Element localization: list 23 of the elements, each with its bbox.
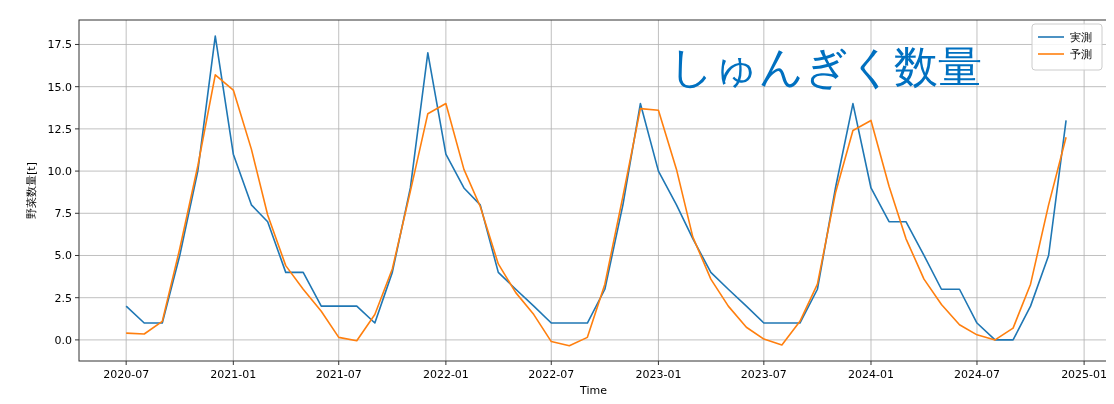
- x-tick-label: 2022-01: [422, 368, 469, 381]
- x-axis-title: Time: [579, 384, 608, 397]
- legend-label: 予測: [1070, 48, 1092, 61]
- x-tick-label: 2023-07: [740, 368, 787, 381]
- y-tick-label: 0.0: [54, 333, 72, 347]
- x-tick-label: 2024-07: [953, 368, 1000, 381]
- y-tick-label: 10.0: [47, 165, 72, 179]
- y-tick-label: 17.5: [47, 38, 72, 52]
- y-tick-label: 7.5: [54, 207, 72, 221]
- x-tick-label: 2024-01: [848, 368, 894, 381]
- x-tick-label: 2022-07: [528, 368, 575, 381]
- y-tick-label: 5.0: [54, 249, 72, 263]
- x-tick-label: 2021-01: [210, 368, 257, 381]
- text: しゅんぎく数量: [669, 41, 982, 92]
- y-axis-title: 野菜数量[t]: [25, 162, 38, 219]
- x-tick-label: 2023-01: [635, 368, 682, 381]
- y-tick-label: 2.5: [54, 291, 72, 305]
- x-tick-label: 2020-07: [103, 368, 150, 381]
- legend-label: 実測: [1070, 31, 1092, 44]
- x-tick-label: 2025-01: [1061, 368, 1108, 381]
- x-tick-label: 2021-07: [315, 368, 362, 381]
- y-tick-label: 15.0: [47, 80, 72, 94]
- y-tick-label: 12.5: [47, 122, 72, 136]
